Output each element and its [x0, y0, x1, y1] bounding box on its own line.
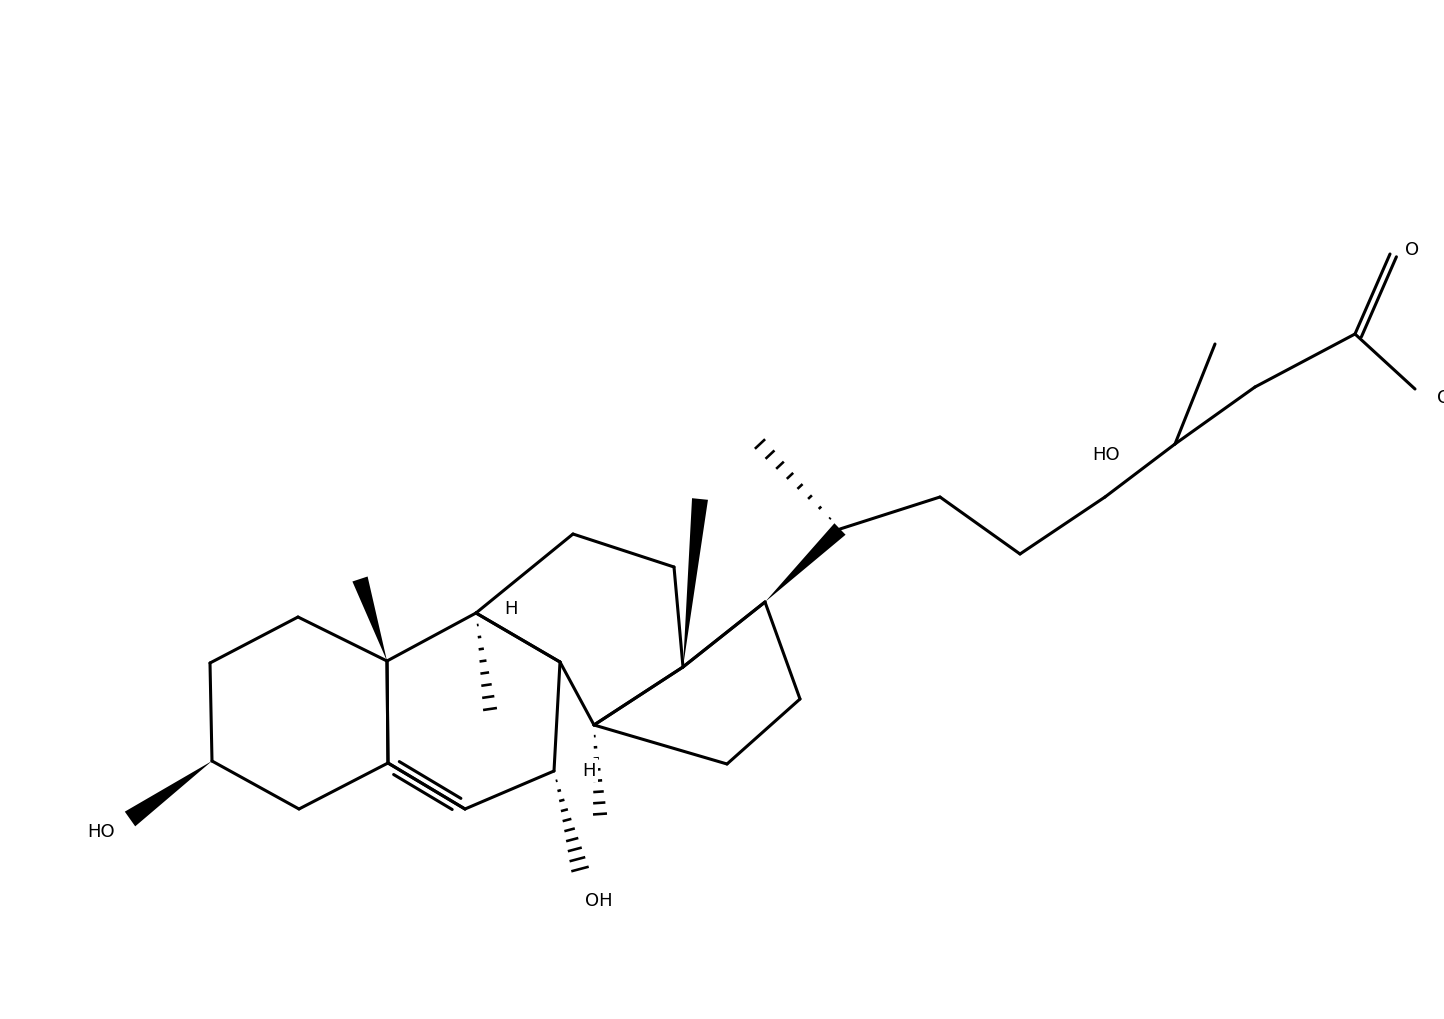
Text: OH: OH	[585, 892, 612, 909]
Text: HO: HO	[88, 822, 116, 841]
Polygon shape	[124, 761, 212, 826]
Text: HO: HO	[1092, 445, 1121, 464]
Polygon shape	[352, 577, 387, 661]
Polygon shape	[683, 498, 708, 667]
Text: H: H	[582, 761, 596, 780]
Text: O: O	[1405, 240, 1419, 259]
Polygon shape	[765, 524, 846, 602]
Text: H: H	[504, 599, 518, 618]
Text: OH: OH	[1437, 388, 1444, 407]
